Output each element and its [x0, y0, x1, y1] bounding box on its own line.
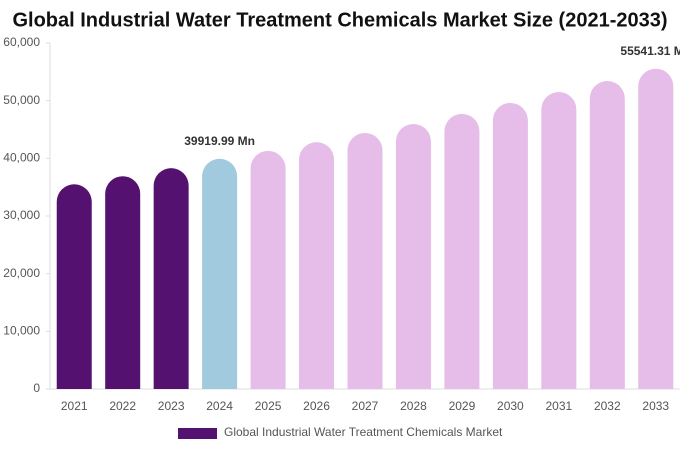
- legend-label: Global Industrial Water Treatment Chemic…: [224, 425, 503, 439]
- x-tick-label: 2027: [352, 399, 379, 413]
- x-tick-label: 2024: [206, 399, 233, 413]
- x-tick-label: 2028: [400, 399, 427, 413]
- y-tick-label: 10,000: [3, 324, 40, 338]
- x-tick-label: 2023: [158, 399, 185, 413]
- bar: [492, 102, 528, 389]
- y-tick-label: 50,000: [3, 93, 40, 107]
- legend-swatch: [178, 428, 217, 439]
- bar: [56, 184, 92, 389]
- bar: [299, 142, 335, 389]
- y-tick-label: 40,000: [3, 151, 40, 165]
- x-tick-label: 2033: [642, 399, 669, 413]
- x-tick-label: 2029: [449, 399, 476, 413]
- value-label: 55541.31 Mn: [620, 44, 680, 58]
- bar: [638, 68, 674, 389]
- y-tick-label: 0: [33, 381, 40, 395]
- bar: [347, 132, 383, 389]
- bar: [589, 81, 625, 389]
- x-tick-label: 2030: [497, 399, 524, 413]
- x-tick-label: 2025: [255, 399, 282, 413]
- y-tick-label: 20,000: [3, 266, 40, 280]
- x-tick-label: 2022: [109, 399, 136, 413]
- x-tick-label: 2026: [303, 399, 330, 413]
- bar: [153, 168, 189, 389]
- value-label: 39919.99 Mn: [184, 134, 255, 148]
- bar: [105, 176, 141, 389]
- bar: [202, 158, 238, 389]
- x-tick-label: 2032: [594, 399, 621, 413]
- bar: [395, 124, 431, 389]
- y-tick-label: 60,000: [3, 35, 40, 49]
- x-tick-label: 2031: [545, 399, 572, 413]
- bar: [250, 150, 286, 389]
- x-tick-label: 2021: [61, 399, 88, 413]
- y-tick-label: 30,000: [3, 208, 40, 222]
- bar: [444, 113, 480, 389]
- bar: [541, 92, 577, 389]
- chart-title: Global Industrial Water Treatment Chemic…: [12, 9, 667, 31]
